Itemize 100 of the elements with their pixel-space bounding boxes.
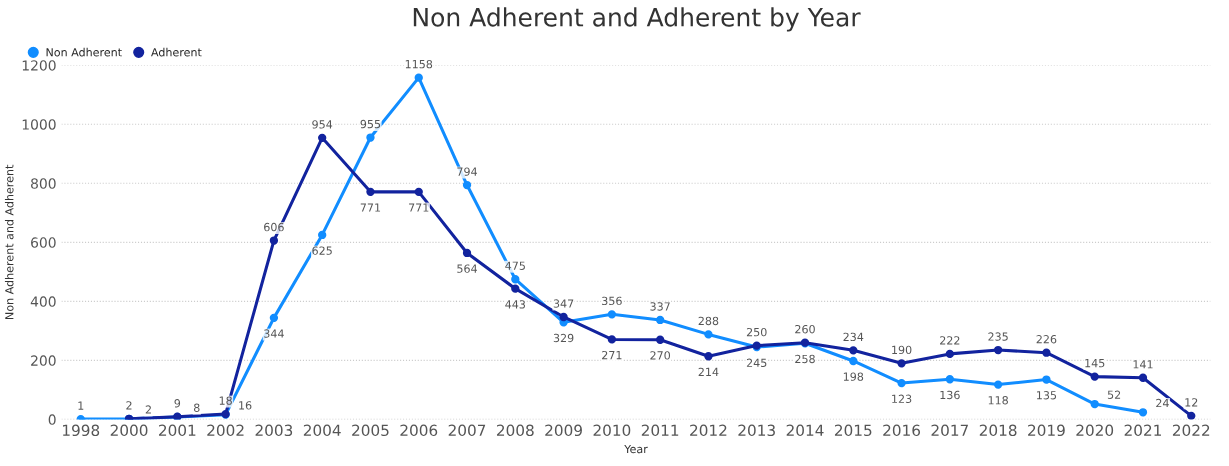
point	[269, 236, 279, 245]
y-axis-title: Non Adherent and Adherent	[4, 164, 14, 319]
data-label: 337	[650, 302, 670, 311]
x-tick-label: 2018	[979, 424, 1017, 437]
x-tick-label: 2001	[159, 424, 196, 437]
x-tick-label: 2007	[448, 424, 486, 437]
x-tick-label: 2012	[690, 424, 727, 437]
x-tick-label: 2003	[255, 424, 293, 437]
point	[1138, 373, 1148, 382]
data-label: 625	[312, 246, 332, 255]
data-label: 270	[650, 351, 671, 360]
data-label: 606	[264, 222, 284, 232]
x-tick-label: 2004	[303, 424, 341, 437]
point	[607, 310, 617, 319]
point	[993, 345, 1003, 355]
data-label: 260	[795, 324, 815, 334]
point	[607, 335, 617, 344]
data-label: 258	[795, 354, 815, 364]
point	[655, 335, 665, 344]
data-label: 214	[698, 367, 719, 376]
data-label: 288	[698, 316, 719, 326]
data-label: 271	[602, 350, 622, 360]
y-tick-label: 1200	[22, 60, 56, 71]
point	[511, 275, 520, 284]
data-label: 2	[145, 405, 151, 414]
data-label: 235	[988, 332, 1008, 341]
x-tick-label: 2016	[883, 424, 921, 437]
x-tick-label: 2011	[641, 424, 679, 437]
data-label: 344	[264, 329, 284, 338]
data-label: 118	[988, 396, 1008, 405]
data-label: 190	[892, 345, 912, 355]
data-label: 347	[553, 299, 574, 308]
x-tick-label: 2022	[1172, 424, 1210, 437]
data-label: 145	[1085, 359, 1105, 368]
data-label: 16	[239, 401, 252, 410]
data-label: 1	[78, 401, 84, 410]
y-tick-label: 600	[31, 237, 56, 248]
data-label: 475	[505, 261, 525, 270]
data-label: 141	[1133, 360, 1153, 369]
x-tick-label: 2017	[931, 424, 968, 437]
data-label: 771	[360, 203, 381, 212]
point	[945, 349, 955, 359]
x-tick-label: 2021	[1124, 424, 1161, 437]
data-label: 771	[409, 203, 429, 212]
data-label: 794	[457, 167, 477, 176]
data-label: 136	[940, 390, 960, 400]
data-label: 564	[457, 264, 477, 273]
point	[462, 248, 472, 258]
point	[269, 313, 279, 323]
data-label: 356	[602, 296, 622, 306]
data-label: 245	[746, 358, 767, 367]
x-tick-label: 2009	[545, 424, 582, 437]
data-label: 250	[746, 327, 767, 337]
x-tick-label: 1998	[63, 424, 100, 437]
y-tick-label: 1000	[22, 119, 56, 130]
point	[1138, 408, 1148, 417]
data-label: 1158	[405, 59, 433, 69]
point	[1187, 411, 1196, 420]
data-label: 52	[1107, 390, 1121, 399]
point	[849, 346, 858, 355]
x-axis-title: Year	[624, 444, 648, 454]
point	[993, 380, 1003, 389]
point	[414, 187, 423, 197]
point	[414, 73, 423, 82]
point	[511, 284, 520, 293]
data-label: 329	[553, 333, 574, 343]
x-tick-label: 2005	[352, 424, 389, 437]
y-tick-label: 400	[30, 296, 56, 307]
point	[897, 359, 906, 368]
point	[1090, 372, 1099, 381]
data-label: 123	[892, 394, 912, 403]
data-label: 443	[505, 300, 526, 309]
y-tick-label: 0	[48, 414, 56, 425]
x-tick-label: 2000	[110, 424, 148, 437]
x-tick-label: 2019	[1028, 424, 1065, 437]
data-label: 9	[174, 399, 181, 408]
data-label: 12	[1185, 398, 1198, 407]
data-label: 234	[843, 332, 864, 342]
data-label: 226	[1036, 335, 1057, 344]
x-tick-label: 2002	[207, 424, 244, 437]
point	[462, 180, 472, 190]
x-tick-label: 2020	[1076, 424, 1114, 437]
point	[849, 356, 858, 366]
x-tick-label: 2008	[496, 424, 534, 437]
data-label: 222	[940, 336, 960, 345]
point	[318, 133, 327, 143]
point	[704, 352, 713, 361]
data-label: 955	[360, 119, 381, 129]
data-label: 18	[219, 396, 232, 405]
legend-label: Non Adherent	[46, 47, 122, 57]
data-label: 198	[843, 372, 864, 381]
y-tick-label: 800	[31, 178, 56, 189]
data-label: 2	[126, 401, 132, 410]
data-label: 8	[193, 403, 200, 412]
point	[897, 378, 906, 388]
point	[704, 330, 713, 339]
y-tick-label: 200	[31, 355, 56, 366]
point	[1042, 348, 1051, 357]
x-tick-label: 2013	[738, 424, 775, 437]
legend-label: Adherent	[151, 47, 202, 57]
